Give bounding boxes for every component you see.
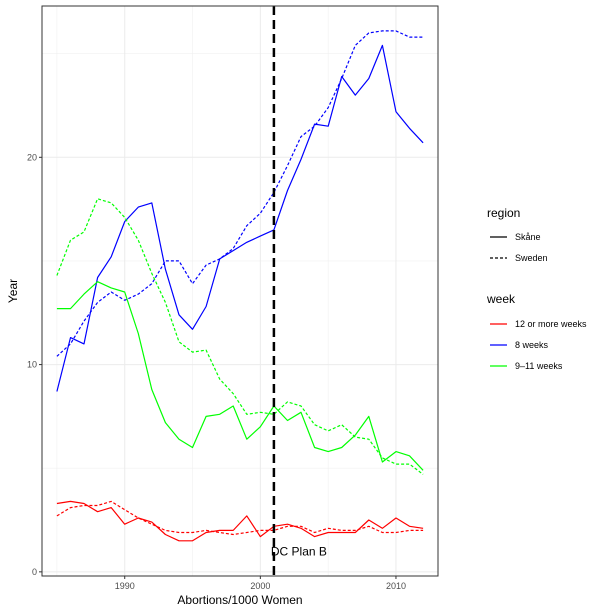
y-axis-title: Year — [6, 279, 20, 303]
series-line-12-or-more-weeks-sweden — [56, 500, 424, 536]
series-line-9-11-weeks-skane — [56, 281, 424, 471]
legend-label-12-or-more-weeks: 12 or more weeks — [515, 319, 587, 329]
x-tick-label: 1990 — [115, 581, 135, 591]
dc-plan-b-label: DC Plan B — [271, 544, 327, 558]
legend-week: week 12 or more weeks 8 weeks 9–11 weeks — [486, 292, 587, 371]
legend-label-9-11-weeks: 9–11 weeks — [515, 361, 563, 371]
series-line-8-weeks-sweden — [56, 30, 424, 357]
major-gridlines — [42, 6, 438, 576]
x-axis-title: Abortions/1000 Women — [177, 593, 302, 607]
legend-region-title: region — [487, 206, 520, 220]
x-axis: 1990 2000 2010 — [115, 576, 406, 591]
x-tick-label: 2000 — [250, 581, 270, 591]
series-layer — [56, 30, 424, 542]
legend-label-8-weeks: 8 weeks — [515, 340, 549, 350]
y-tick-label: 20 — [27, 152, 37, 162]
series-line-8-weeks-skane — [56, 44, 424, 392]
plot-panel: DC Plan B — [41, 5, 439, 577]
panel-border — [41, 5, 439, 577]
series-line-12-or-more-weeks-skane — [56, 500, 424, 542]
legend-label-sweden: Sweden — [515, 253, 548, 263]
y-tick-label: 0 — [32, 567, 37, 577]
y-axis: 0 10 20 — [27, 152, 42, 577]
panel-background — [42, 6, 438, 576]
legend-label-skane: Skåne — [515, 232, 541, 242]
legend-week-title: week — [486, 292, 516, 306]
x-tick-label: 2010 — [386, 581, 406, 591]
legend-region: region Skåne Sweden — [487, 206, 548, 263]
y-tick-label: 10 — [27, 360, 37, 370]
